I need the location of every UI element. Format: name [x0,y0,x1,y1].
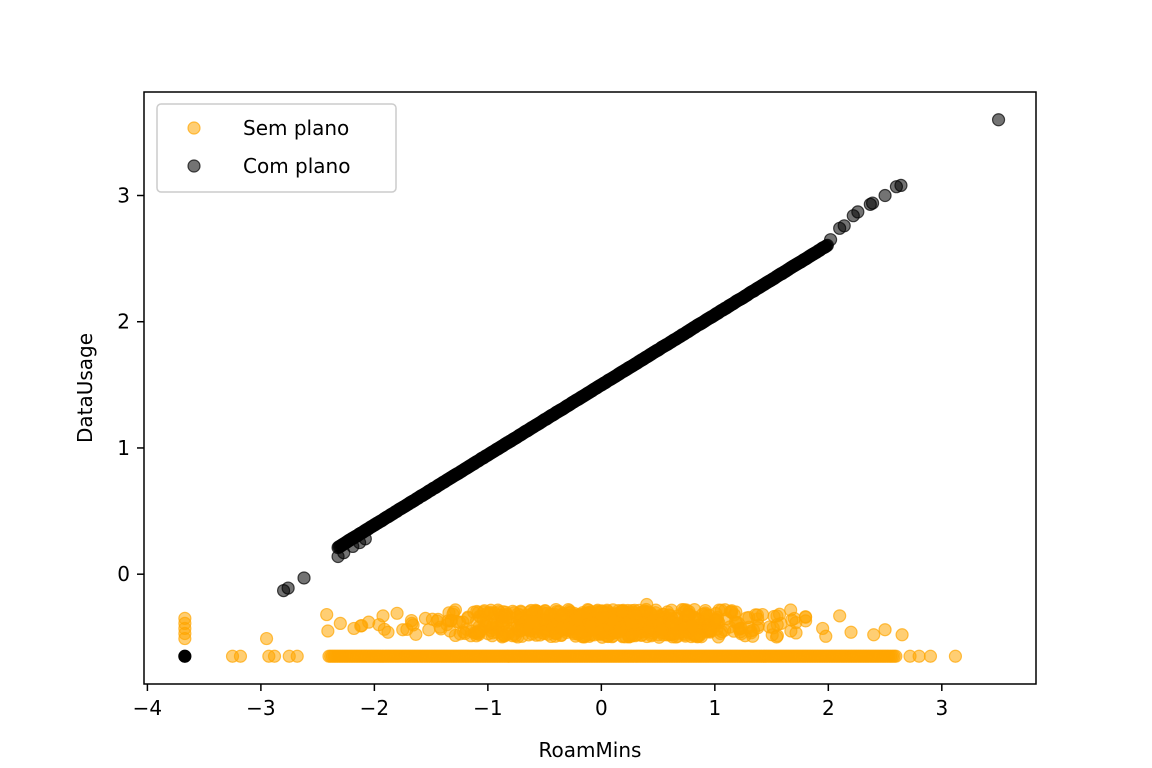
data-point-sem-plano [178,631,192,646]
data-point-sem-plano [447,605,461,619]
legend-box [156,103,397,193]
x-tick-label: −4 [133,696,162,720]
y-axis: 0 1 2 3 [117,184,144,586]
data-point-sem-plano [912,649,926,663]
data-point-sem-plano [320,607,334,622]
x-tick-label: 2 [822,696,835,720]
series-com-plano [178,113,1006,663]
data-point-sem-plano [867,628,881,642]
data-point-sem-plano [483,618,497,632]
data-point-sem-plano [784,624,798,638]
data-point-sem-plano [372,618,386,632]
data-point-sem-plano [923,649,938,663]
data-point-sem-plano [611,625,625,639]
data-point-sem-plano [526,615,540,629]
data-point-sem-plano [669,611,683,625]
data-point-sem-plano [713,626,728,641]
data-point-sem-plano [844,625,858,639]
data-point-sem-plano [770,618,784,632]
data-point-sem-plano [597,610,611,624]
data-point-sem-plano [640,597,654,612]
data-point-sem-plano [755,607,770,622]
data-point-com-plano [851,205,865,219]
data-point-com-plano [878,188,892,203]
y-tick-label: 0 [117,562,130,586]
data-point-sem-plano [654,623,669,637]
data-point-com-plano [894,178,908,193]
data-point-sem-plano [259,631,274,646]
data-point-sem-plano [458,626,472,641]
y-tick-label: 1 [117,436,130,460]
data-point-sem-plano [469,614,484,628]
data-point-sem-plano [233,649,248,663]
x-axis: −4 −3 −2 −1 0 1 2 3 [133,684,948,720]
data-point-sem-plano [770,629,784,643]
data-point-com-plano [297,571,311,585]
data-point-sem-plano [615,604,629,618]
data-point-sem-plano [333,616,347,631]
data-point-sem-plano [267,649,282,663]
x-tick-label: 1 [708,696,721,720]
data-point-sem-plano [555,621,569,636]
x-tick-label: −1 [473,696,502,720]
data-point-sem-plano [405,616,419,631]
x-tick-label: 0 [595,696,608,720]
y-tick-label: 2 [117,310,130,334]
data-point-sem-plano [569,613,583,627]
legend-label-sem-plano: Sem plano [243,116,349,140]
y-axis-label: DataUsage [73,333,97,443]
data-point-sem-plano [714,603,728,617]
data-point-sem-plano [742,620,756,634]
data-point-sem-plano [625,616,639,631]
x-tick-label: −2 [360,696,389,720]
data-point-sem-plano [889,649,903,663]
data-point-com-plano [281,581,295,595]
data-point-sem-plano [524,603,538,618]
data-point-com-plano [991,113,1006,127]
data-point-sem-plano [648,606,663,620]
data-point-sem-plano [816,621,830,636]
data-point-sem-plano [540,606,554,620]
x-tick-label: −3 [246,696,275,720]
data-point-sem-plano [685,619,699,633]
data-point-sem-plano [433,620,447,634]
data-point-sem-plano [513,624,527,638]
y-tick-label: 3 [117,184,130,208]
data-point-sem-plano [948,649,963,663]
data-point-com-plano [337,546,351,560]
data-point-com-plano [178,649,192,663]
x-axis-label: RoamMins [539,738,642,762]
data-point-sem-plano [390,606,404,620]
data-point-com-plano [865,196,880,210]
data-point-sem-plano [692,629,707,643]
data-point-sem-plano [628,629,642,643]
data-point-sem-plano [667,627,681,641]
legend-marker-com-plano [187,159,201,173]
data-point-com-plano [837,219,851,233]
data-point-sem-plano [381,625,395,639]
data-point-com-plano [358,532,372,546]
legend-marker-sem-plano [187,121,201,135]
data-point-sem-plano [554,609,568,623]
data-point-sem-plano [728,615,742,629]
data-point-sem-plano [700,609,714,623]
series-sem-plano [178,597,963,663]
data-point-sem-plano [833,609,847,623]
data-point-sem-plano [878,623,892,637]
data-point-sem-plano [418,611,433,625]
data-point-sem-plano [396,623,410,637]
plot-frame [143,91,1037,685]
legend-label-com-plano: Com plano [243,154,350,178]
data-point-sem-plano [290,649,304,663]
data-point-com-plano [823,233,838,247]
data-point-sem-plano [321,624,335,638]
data-point-sem-plano [799,614,813,628]
data-point-sem-plano [785,613,799,627]
x-tick-label: 3 [935,696,948,720]
legend: Sem plano Com plano [156,103,397,193]
data-point-sem-plano [498,609,512,623]
data-point-sem-plano [895,628,909,642]
data-point-sem-plano [583,619,597,633]
